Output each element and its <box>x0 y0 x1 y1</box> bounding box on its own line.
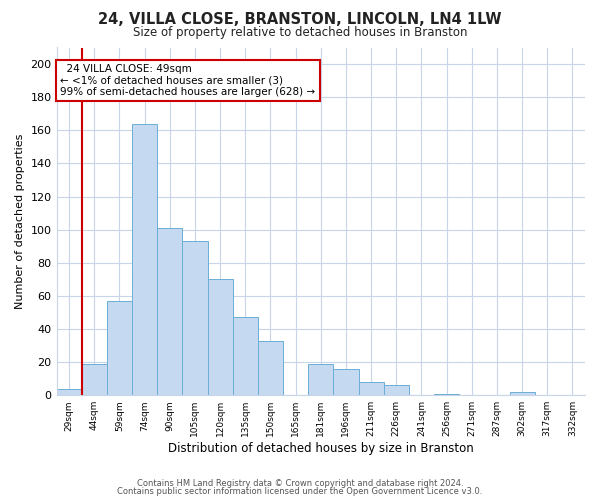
Text: Contains public sector information licensed under the Open Government Licence v3: Contains public sector information licen… <box>118 487 482 496</box>
Bar <box>258 340 283 395</box>
Text: Size of property relative to detached houses in Branston: Size of property relative to detached ho… <box>133 26 467 39</box>
Bar <box>132 124 157 395</box>
Bar <box>82 364 107 395</box>
Bar <box>359 382 383 395</box>
Bar <box>308 364 334 395</box>
Text: 24 VILLA CLOSE: 49sqm
← <1% of detached houses are smaller (3)
99% of semi-detac: 24 VILLA CLOSE: 49sqm ← <1% of detached … <box>61 64 316 98</box>
Bar <box>509 392 535 395</box>
X-axis label: Distribution of detached houses by size in Branston: Distribution of detached houses by size … <box>168 442 473 455</box>
Y-axis label: Number of detached properties: Number of detached properties <box>15 134 25 309</box>
Bar <box>383 386 409 395</box>
Bar <box>157 228 182 395</box>
Bar <box>182 241 208 395</box>
Bar <box>334 368 359 395</box>
Text: Contains HM Land Registry data © Crown copyright and database right 2024.: Contains HM Land Registry data © Crown c… <box>137 478 463 488</box>
Bar <box>434 394 459 395</box>
Bar <box>56 388 82 395</box>
Bar <box>233 318 258 395</box>
Text: 24, VILLA CLOSE, BRANSTON, LINCOLN, LN4 1LW: 24, VILLA CLOSE, BRANSTON, LINCOLN, LN4 … <box>98 12 502 28</box>
Bar <box>107 301 132 395</box>
Bar <box>208 280 233 395</box>
